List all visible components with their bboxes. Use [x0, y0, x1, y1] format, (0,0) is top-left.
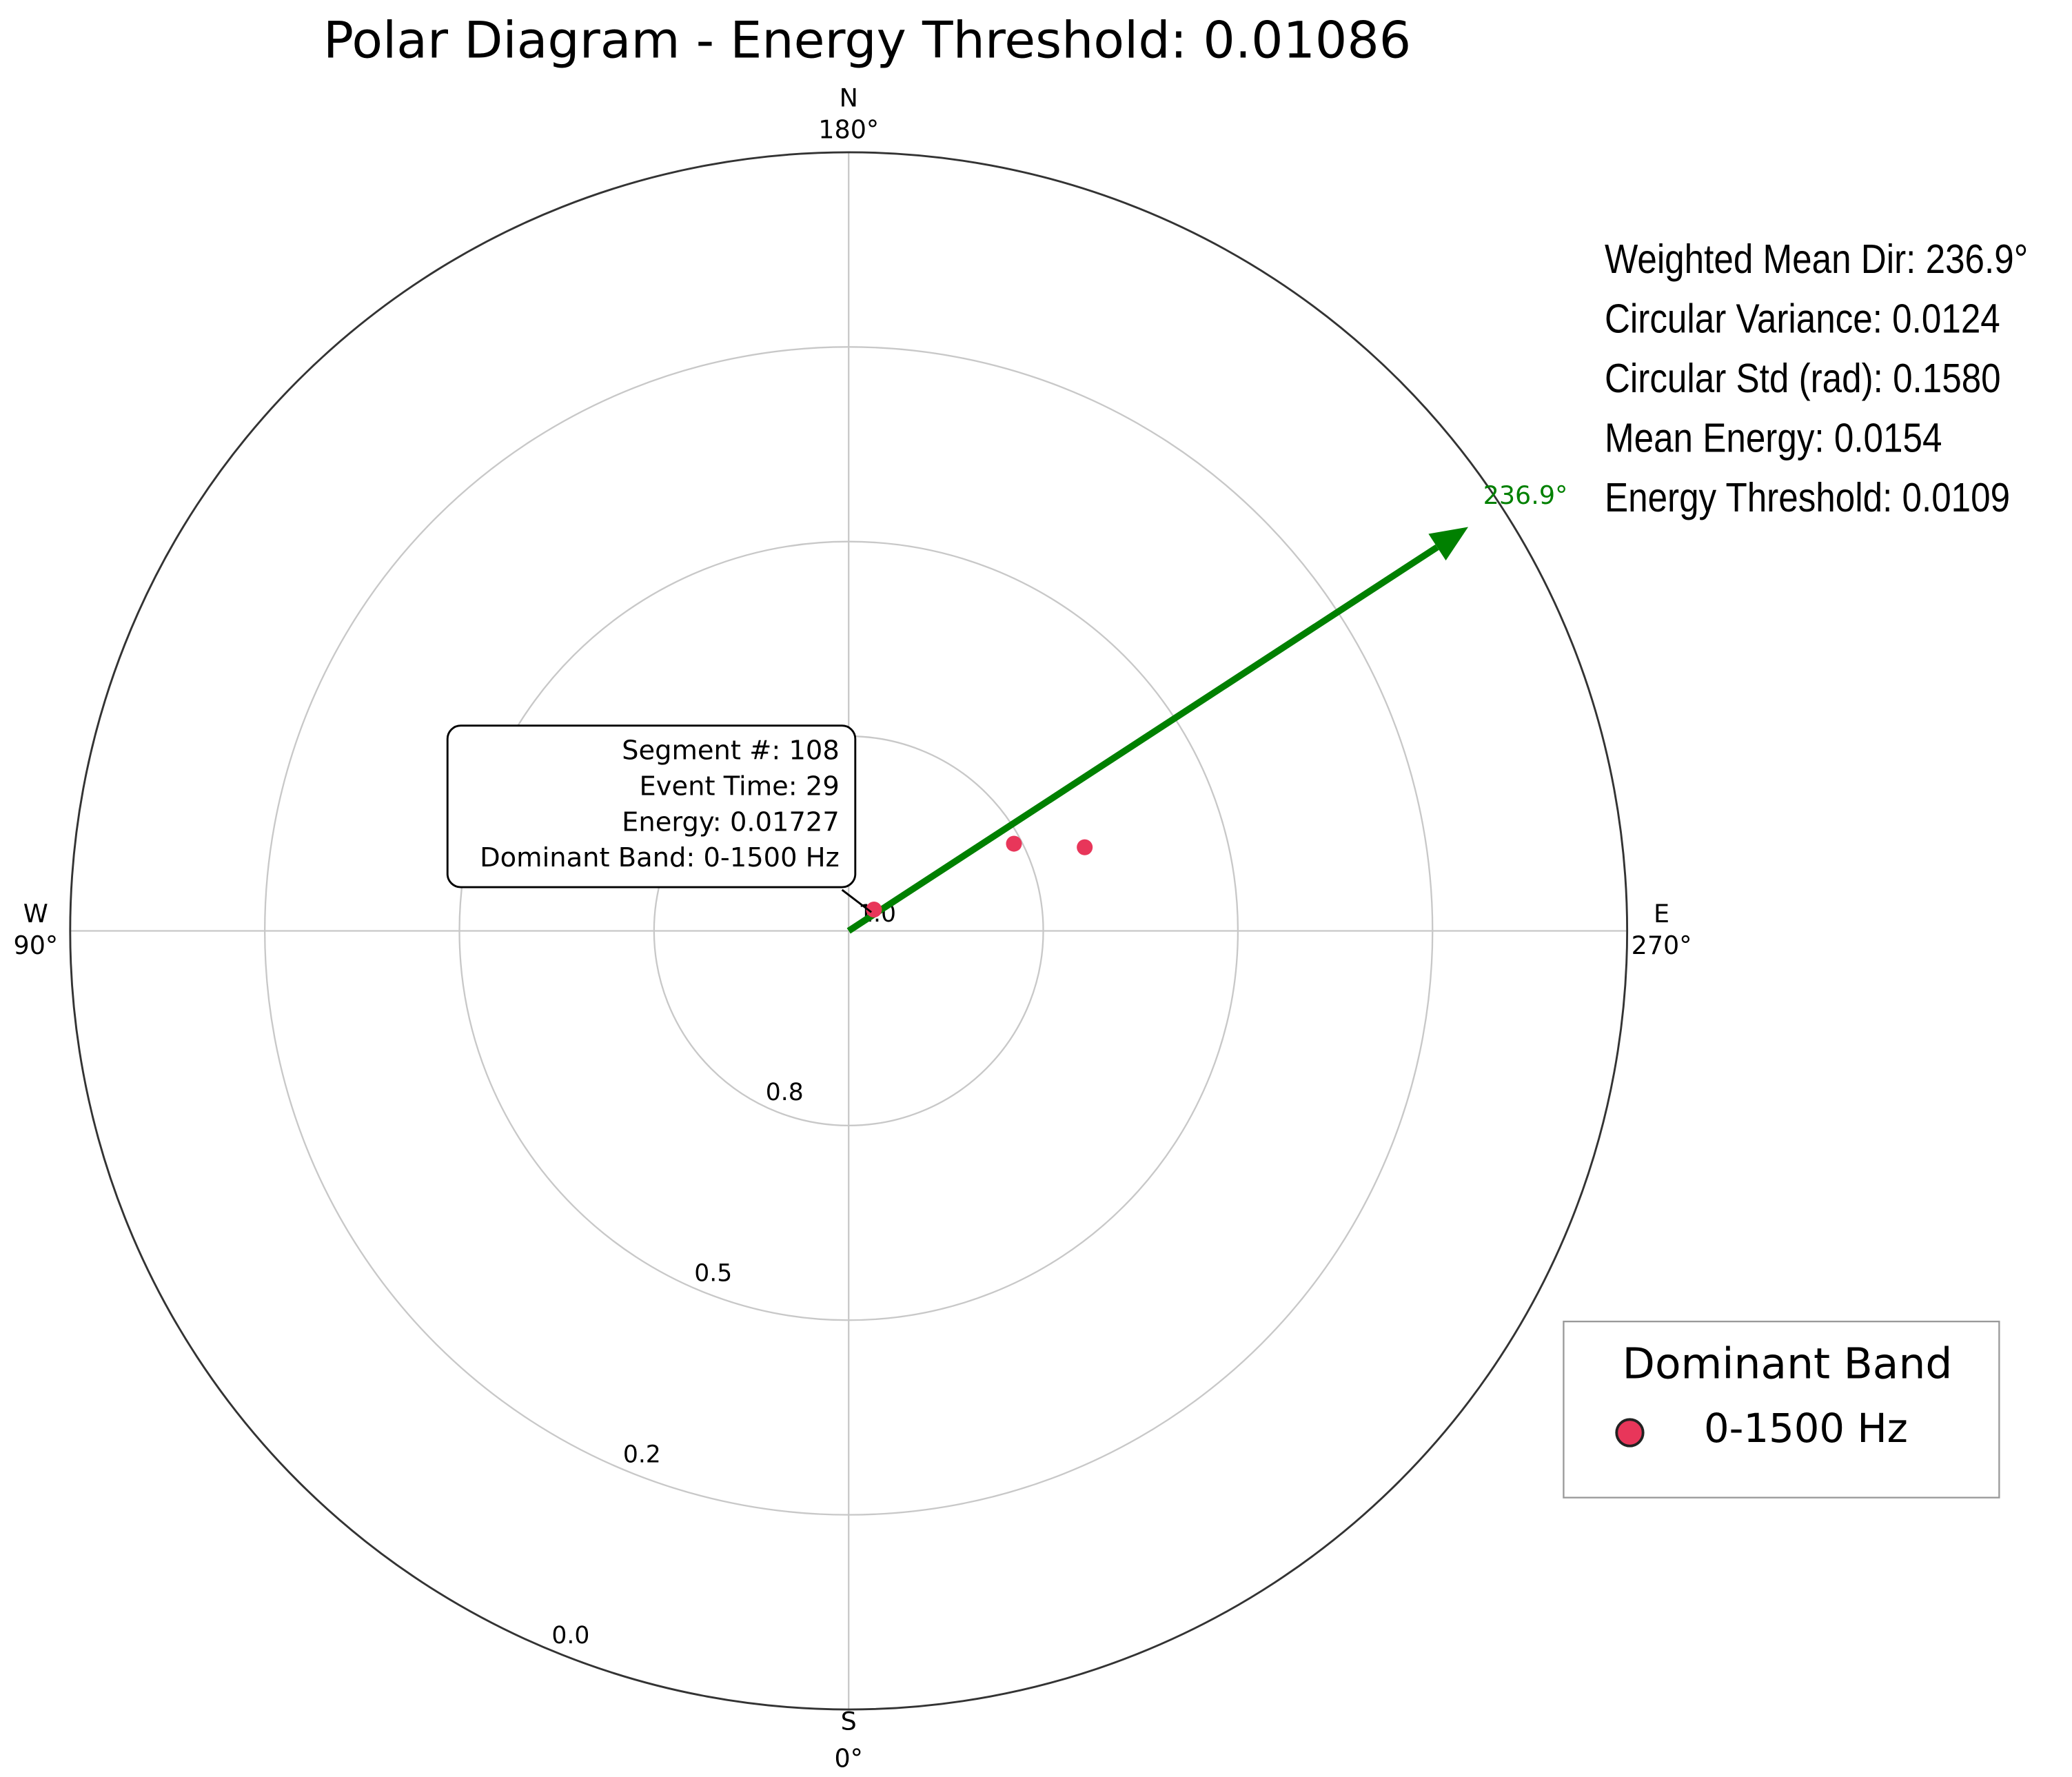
radial-grid-line — [264, 346, 1434, 1516]
stats-line: Weighted Mean Dir: 236.9° — [1605, 236, 2028, 281]
stats-line: Energy Threshold: 0.0109 — [1605, 474, 2010, 520]
mean-direction-arrow — [846, 544, 1439, 934]
radial-tick-label: 0.2 — [623, 1441, 661, 1468]
chart-title: Polar Diagram - Energy Threshold: 0.0108… — [323, 11, 1411, 70]
radial-tick-label: 0.0 — [551, 1622, 589, 1649]
legend-marker — [1615, 1418, 1645, 1448]
direction-label: E — [1654, 899, 1669, 928]
direction-label: S — [841, 1707, 857, 1736]
data-point — [1006, 835, 1022, 852]
angle-tick-label: 90° — [14, 931, 59, 960]
legend-label: 0-1500 Hz — [1704, 1405, 1908, 1452]
polar-spine — [69, 151, 1629, 1711]
annotation-text: Energy: 0.01727 — [622, 806, 840, 837]
direction-label: N — [840, 83, 858, 113]
annotation-text: Dominant Band: 0-1500 Hz — [480, 842, 840, 873]
angle-tick-label: 0° — [834, 1744, 862, 1774]
legend-title: Dominant Band — [1623, 1340, 1953, 1389]
radial-tick-label: 0.8 — [766, 1079, 804, 1106]
data-point — [866, 902, 882, 918]
stats-line: Mean Energy: 0.0154 — [1605, 415, 1942, 460]
annotation-arrow — [841, 889, 872, 913]
angle-tick-label: 270° — [1632, 931, 1692, 960]
legend-box — [1563, 1321, 2000, 1499]
annotation-text: Segment #: 108 — [622, 735, 840, 766]
annotation-box — [446, 724, 857, 889]
direction-label: W — [23, 899, 48, 928]
data-point — [1077, 839, 1093, 855]
stats-line: Circular Variance: 0.0124 — [1605, 296, 2000, 341]
arrow-label: 236.9° — [1483, 480, 1568, 510]
stats-line: Circular Std (rad): 0.1580 — [1605, 355, 2001, 400]
radial-grid-line — [458, 540, 1239, 1321]
arrow-head — [1428, 527, 1469, 561]
radial-tick-label: 0.5 — [694, 1260, 732, 1288]
angle-tick-label: 180° — [818, 115, 879, 145]
annotation-text: Event Time: 29 — [640, 771, 840, 802]
